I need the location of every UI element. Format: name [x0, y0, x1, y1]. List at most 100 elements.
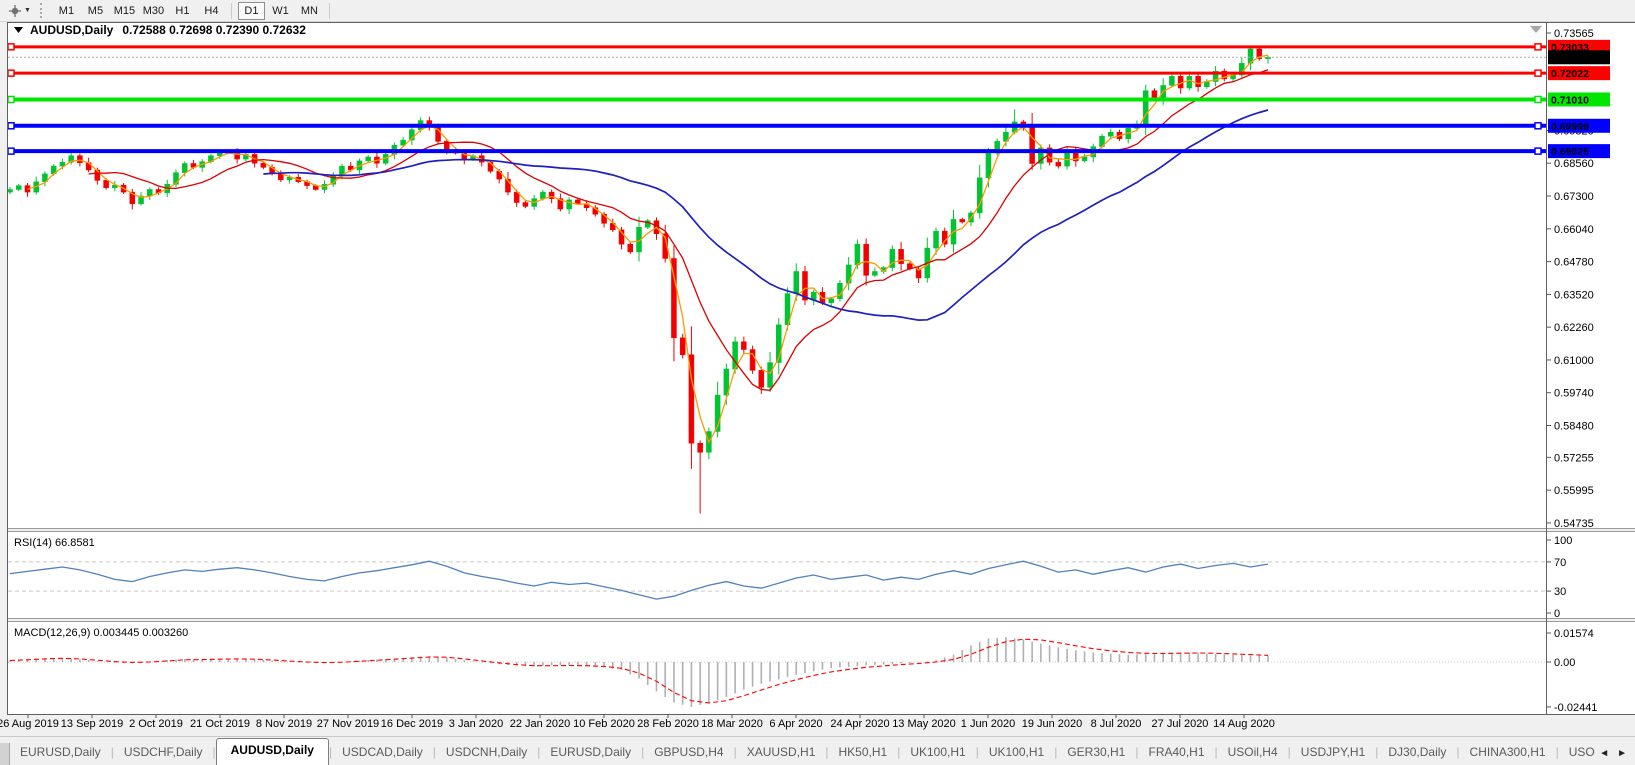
tab-usdjpy-h1[interactable]: USDJPY,H1 — [1300, 745, 1366, 759]
macd-axis-tick: 0.01574 — [1554, 628, 1594, 640]
price-axis-tick: 0.55995 — [1554, 485, 1594, 497]
tab-separator: | — [328, 745, 333, 759]
tab-hk50-h1[interactable]: HK50,H1 — [838, 745, 888, 759]
rsi-axis-tick: 100 — [1554, 535, 1572, 547]
time-axis-label: 8 Nov 2019 — [256, 718, 312, 730]
tab-separator: | — [975, 745, 979, 759]
price-axis[interactable]: 0.735650.698200.685600.673000.660400.647… — [1546, 28, 1594, 530]
tabs-scroll-left-icon[interactable]: ◄ — [1599, 748, 1610, 759]
tab-separator: | — [1555, 745, 1559, 759]
rsi-line — [9, 560, 1269, 600]
symbol-tab-bar: EURUSD,Daily | USDCHF,Daily | AUDUSD,Daily | U… — [0, 736, 1635, 765]
tab-separator: | — [537, 745, 541, 759]
tab-separator: | — [1054, 745, 1058, 759]
chart-title: AUDUSD,Daily 0.72588 0.72698 0.72390 0.72… — [30, 23, 306, 37]
tab-usoil-h1[interactable]: USOil,H1 — [1568, 745, 1596, 759]
timeframe-button-h4[interactable]: H4 — [204, 4, 219, 17]
moving-average-slow — [263, 109, 1269, 321]
time-axis-label: 1 Jun 2020 — [961, 718, 1015, 730]
chart-canvas[interactable]: 0.735650.698200.685600.673000.660400.647… — [0, 0, 1635, 736]
chart-menu-triangle-icon[interactable] — [14, 27, 23, 33]
tab-xauusd-h1[interactable]: XAUUSD,H1 — [746, 745, 816, 759]
timeframe-button-w1[interactable]: W1 — [272, 4, 289, 17]
chart-ohlc-values: 0.72588 0.72698 0.72390 0.72632 — [122, 23, 306, 37]
tab-eurusd-daily[interactable]: EURUSD,Daily — [550, 745, 632, 759]
timeframe-button-m1[interactable]: M1 — [58, 4, 75, 17]
price-badge-0.69999: 0.69999 — [1548, 118, 1610, 133]
chart-shift-marker-icon — [1530, 26, 1542, 33]
tab-separator: | — [825, 745, 829, 759]
price-axis-tick: 0.58480 — [1554, 421, 1594, 433]
macd-signal-line — [9, 638, 1269, 704]
tab-china300-h1[interactable]: CHINA300,H1 — [1469, 745, 1546, 759]
time-axis-label: 26 Aug 2019 — [0, 718, 59, 730]
toolbar-grip[interactable] — [39, 3, 46, 18]
timeframe-button-mn[interactable]: MN — [300, 4, 318, 17]
price-axis-tick: 0.64780 — [1554, 257, 1594, 269]
tab-separator: | — [1214, 745, 1218, 759]
chart-symbol-label: AUDUSD,Daily — [30, 23, 114, 37]
time-axis[interactable]: 26 Aug 2019 13 Sep 2019 2 Oct 2019 21 Oct 2… — [0, 715, 1275, 730]
price-axis-tick: 0.61000 — [1554, 355, 1594, 367]
price-badge-0.71010: 0.71010 — [1548, 92, 1610, 107]
time-axis-label: 16 Dec 2019 — [381, 718, 443, 730]
tab-usoil-h4[interactable]: USOil,H4 — [1227, 745, 1278, 759]
time-axis-label: 27 Nov 2019 — [317, 718, 379, 730]
time-axis-label: 8 Jul 2020 — [1091, 718, 1142, 730]
tab-separator: | — [897, 745, 901, 759]
timeframe-button-m5[interactable]: M5 — [87, 4, 104, 17]
time-axis-label: 18 Mar 2020 — [701, 718, 763, 730]
time-axis-label: 14 Aug 2020 — [1213, 718, 1275, 730]
tab-usdchf-daily[interactable]: USDCHF,Daily — [123, 745, 203, 759]
rsi-panel-label: RSI(14) 66.8581 — [14, 537, 95, 549]
tab-separator: | — [641, 745, 645, 759]
macd-panel: 0.01574 0.00 -0.02441 — [8, 628, 1597, 714]
current-price-badge: 0.72632 — [1548, 50, 1610, 65]
tab-ger30-h1[interactable]: GER30,H1 — [1067, 745, 1126, 759]
time-axis-label: 13 Sep 2019 — [61, 718, 123, 730]
tab-fra40-h1[interactable]: FRA40,H1 — [1148, 745, 1205, 759]
rsi-axis-tick: 30 — [1554, 586, 1566, 598]
tab-uk100-h1[interactable]: UK100,H1 — [988, 745, 1045, 759]
tab-uk100-h1[interactable]: UK100,H1 — [910, 745, 966, 759]
tab-usdcad-daily[interactable]: USDCAD,Daily — [342, 745, 423, 759]
tab-eurusd-daily[interactable]: EURUSD,Daily — [20, 745, 101, 759]
tab-gbpusd-h4[interactable]: GBPUSD,H4 — [654, 745, 724, 759]
rsi-axis-tick: 0 — [1554, 608, 1560, 620]
time-axis-label: 22 Jan 2020 — [510, 718, 571, 730]
macd-axis-tick: 0.00 — [1554, 657, 1575, 669]
price-axis-tick: 0.54735 — [1554, 518, 1594, 530]
svg-text:0.72022: 0.72022 — [1551, 68, 1589, 80]
macd-panel-label: MACD(12,26,9) 0.003445 0.003260 — [14, 627, 188, 639]
tab-dj30-daily[interactable]: DJ30,Daily — [1388, 745, 1447, 759]
time-axis-label: 27 Jul 2020 — [1152, 718, 1209, 730]
timeframe-button-m15[interactable]: M15 — [113, 4, 136, 17]
svg-text:0.69025: 0.69025 — [1551, 146, 1589, 158]
moving-average-fast — [27, 54, 1269, 444]
price-axis-tick: 0.57255 — [1554, 452, 1594, 464]
time-axis-label: 6 Apr 2020 — [769, 718, 822, 730]
price-axis-tick: 0.59740 — [1554, 388, 1594, 400]
tab-separator: | — [733, 745, 737, 759]
time-axis-label: 10 Feb 2020 — [573, 718, 635, 730]
tab-audusd-daily[interactable]: AUDUSD,Daily — [215, 738, 329, 765]
crosshair-tool-button[interactable]: ▼ — [3, 2, 36, 20]
tabs-scroll-right-icon[interactable]: ► — [1617, 748, 1627, 759]
timeframe-button-h1[interactable]: H1 — [175, 4, 190, 17]
rsi-panel: 100 70 30 0 — [8, 535, 1572, 620]
tab-separator: | — [1135, 745, 1139, 759]
timeframe-button-d1[interactable]: D1 — [237, 1, 265, 20]
price-axis-tick: 0.62260 — [1554, 322, 1594, 334]
svg-text:0.69999: 0.69999 — [1551, 121, 1589, 133]
time-axis-label: 13 May 2020 — [892, 718, 956, 730]
tab-separator: | — [1456, 745, 1460, 759]
time-axis-label: 19 Jun 2020 — [1022, 718, 1083, 730]
price-axis-tick: 0.63520 — [1554, 289, 1594, 301]
timeframe-button-m30[interactable]: M30 — [142, 4, 165, 17]
time-axis-label: 28 Feb 2020 — [637, 718, 699, 730]
price-axis-tick: 0.66040 — [1554, 224, 1594, 236]
tab-usdcnh-daily[interactable]: USDCNH,Daily — [445, 745, 528, 759]
chevron-down-icon: ▼ — [24, 6, 31, 14]
candlestick-series — [7, 46, 1271, 514]
tab-separator: | — [212, 745, 216, 759]
